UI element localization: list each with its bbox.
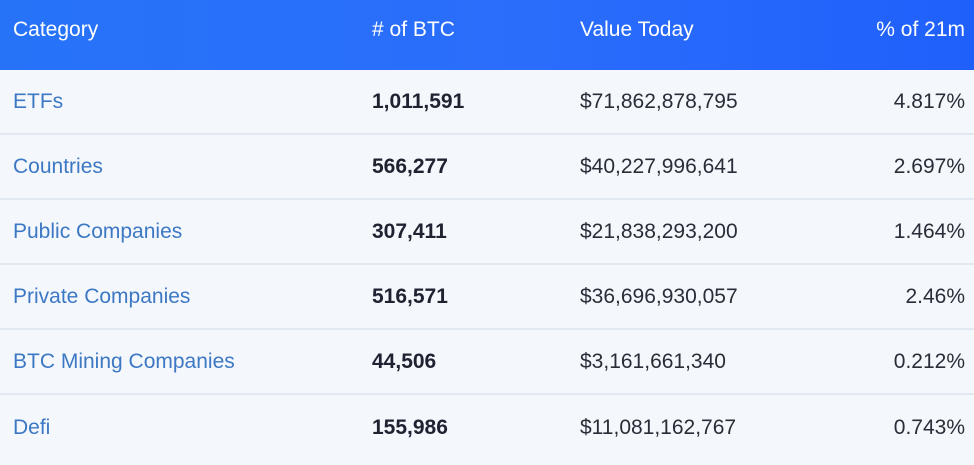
column-header-category[interactable]: Category [13,18,99,41]
pct-of-21m: 2.46% [905,284,965,308]
value-today: $71,862,878,795 [580,89,738,113]
category-link[interactable]: Private Companies [13,284,191,308]
column-header-value[interactable]: Value Today [580,18,694,41]
table-row: Public Companies 307,411 $21,838,293,200… [0,200,974,265]
pct-of-21m: 1.464% [893,219,965,243]
value-today: $21,838,293,200 [580,219,738,243]
btc-count: 1,011,591 [372,89,465,113]
value-today: $36,696,930,057 [580,284,738,308]
value-today: $11,081,162,767 [580,415,737,439]
category-link[interactable]: BTC Mining Companies [13,349,235,373]
pct-of-21m: 0.743% [893,415,965,439]
table-row: ETFs 1,011,591 $71,862,878,795 4.817% [0,70,974,135]
btc-count: 155,986 [372,415,448,439]
btc-count: 44,506 [372,349,437,373]
category-link[interactable]: Countries [13,154,103,178]
category-link[interactable]: Public Companies [13,219,183,243]
category-link[interactable]: ETFs [13,89,64,113]
pct-of-21m: 2.697% [893,154,965,178]
table-row: Defi 155,986 $11,081,162,767 0.743% [0,395,974,460]
column-header-btc[interactable]: # of BTC [372,18,455,41]
pct-of-21m: 0.212% [893,349,965,373]
pct-of-21m: 4.817% [893,89,965,113]
btc-count: 307,411 [372,219,447,243]
table-row: Private Companies 516,571 $36,696,930,05… [0,265,974,330]
value-today: $40,227,996,641 [580,154,738,178]
table-row: BTC Mining Companies 44,506 $3,161,661,3… [0,330,974,395]
table-row: Countries 566,277 $40,227,996,641 2.697% [0,135,974,200]
column-header-pct[interactable]: % of 21m [876,18,965,41]
btc-count: 566,277 [372,154,448,178]
btc-count: 516,571 [372,284,448,308]
category-link[interactable]: Defi [13,415,51,439]
value-today: $3,161,661,340 [580,349,726,373]
table-header: Category # of BTC Value Today % of 21m [0,0,974,70]
